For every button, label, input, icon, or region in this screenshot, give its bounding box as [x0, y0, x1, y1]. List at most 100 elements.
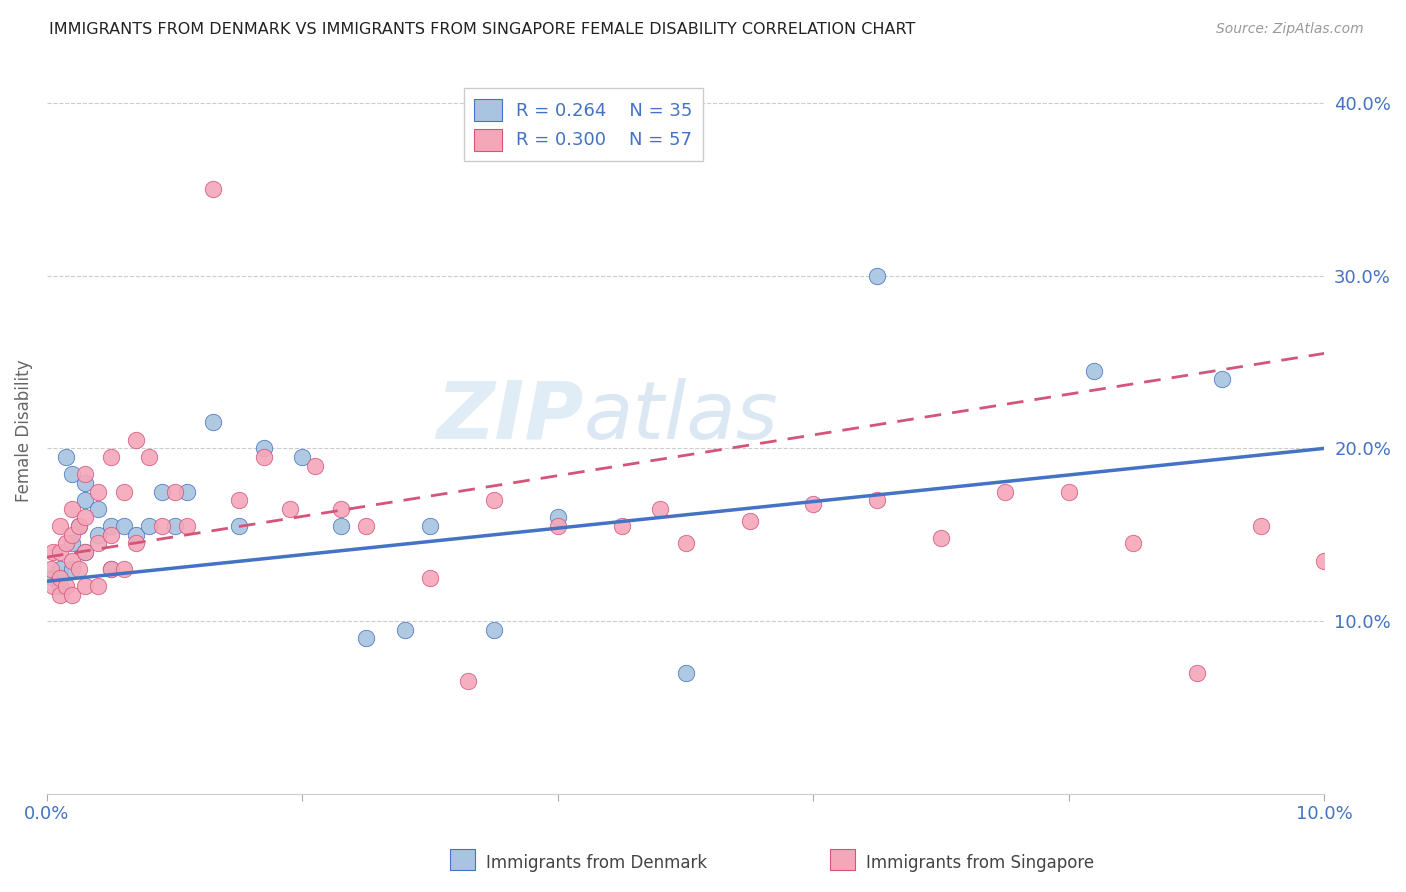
Point [55, 450, 77, 464]
Point [62, 501, 84, 516]
Point [1313, 553, 1336, 567]
Point [866, 268, 889, 283]
Point [482, 623, 505, 637]
Point [457, 674, 479, 689]
Point [201, 416, 224, 430]
Point [482, 493, 505, 508]
Point [67, 519, 90, 533]
Point [394, 623, 416, 637]
Point [100, 562, 122, 576]
Point [228, 519, 250, 533]
Point [738, 514, 761, 528]
Point [75, 545, 97, 559]
Point [138, 519, 160, 533]
Point [675, 665, 697, 680]
Point [356, 519, 378, 533]
Point [547, 519, 569, 533]
Point [87, 484, 110, 499]
Point [1122, 536, 1144, 550]
Point [648, 501, 671, 516]
Point [48, 579, 70, 593]
Point [75, 545, 97, 559]
Point [48, 562, 70, 576]
Point [1057, 484, 1080, 499]
Point [675, 536, 697, 550]
Point [62, 553, 84, 567]
Point [1185, 665, 1208, 680]
Point [112, 562, 135, 576]
Point [163, 484, 186, 499]
Point [176, 484, 198, 499]
Point [1211, 372, 1233, 386]
Point [150, 484, 173, 499]
Point [55, 536, 77, 550]
Point [253, 442, 276, 456]
Point [610, 519, 633, 533]
Point [75, 510, 97, 524]
Text: Immigrants from Singapore: Immigrants from Singapore [866, 854, 1094, 871]
Point [48, 545, 70, 559]
Point [994, 484, 1017, 499]
Point [75, 467, 97, 482]
Point [278, 501, 301, 516]
Point [42, 571, 65, 585]
Point [125, 536, 148, 550]
Point [48, 588, 70, 602]
Point [87, 579, 110, 593]
Point [1083, 364, 1105, 378]
Point [100, 527, 122, 541]
Point [112, 519, 135, 533]
Point [75, 579, 97, 593]
Point [125, 527, 148, 541]
Point [42, 545, 65, 559]
Text: ZIP: ZIP [436, 377, 583, 456]
Point [100, 450, 122, 464]
Point [419, 571, 441, 585]
Point [87, 536, 110, 550]
Point [62, 562, 84, 576]
Point [55, 579, 77, 593]
Text: IMMIGRANTS FROM DENMARK VS IMMIGRANTS FROM SINGAPORE FEMALE DISABILITY CORRELATI: IMMIGRANTS FROM DENMARK VS IMMIGRANTS FR… [49, 22, 915, 37]
Point [866, 493, 889, 508]
Point [48, 519, 70, 533]
Point [1250, 519, 1272, 533]
Point [100, 562, 122, 576]
Point [329, 501, 352, 516]
Point [87, 501, 110, 516]
Point [42, 579, 65, 593]
Point [39, 562, 62, 576]
Y-axis label: Female Disability: Female Disability [15, 359, 32, 502]
Point [75, 475, 97, 490]
Point [62, 536, 84, 550]
Text: atlas: atlas [583, 377, 778, 456]
Point [62, 527, 84, 541]
Point [228, 493, 250, 508]
Point [150, 519, 173, 533]
Point [48, 571, 70, 585]
Point [67, 562, 90, 576]
Point [163, 519, 186, 533]
Point [803, 497, 825, 511]
Text: Immigrants from Denmark: Immigrants from Denmark [486, 854, 707, 871]
Point [304, 458, 326, 473]
Text: Source: ZipAtlas.com: Source: ZipAtlas.com [1216, 22, 1364, 37]
Point [176, 519, 198, 533]
Point [356, 632, 378, 646]
Point [87, 527, 110, 541]
Point [62, 588, 84, 602]
Point [67, 519, 90, 533]
Point [329, 519, 352, 533]
Legend: R = 0.264    N = 35, R = 0.300    N = 57: R = 0.264 N = 35, R = 0.300 N = 57 [464, 88, 703, 161]
Point [929, 531, 952, 545]
Point [547, 510, 569, 524]
Point [75, 493, 97, 508]
Point [125, 433, 148, 447]
Point [253, 450, 276, 464]
Point [419, 519, 441, 533]
Point [291, 450, 314, 464]
Point [138, 450, 160, 464]
Point [62, 467, 84, 482]
Point [112, 484, 135, 499]
Point [100, 519, 122, 533]
Point [201, 182, 224, 196]
